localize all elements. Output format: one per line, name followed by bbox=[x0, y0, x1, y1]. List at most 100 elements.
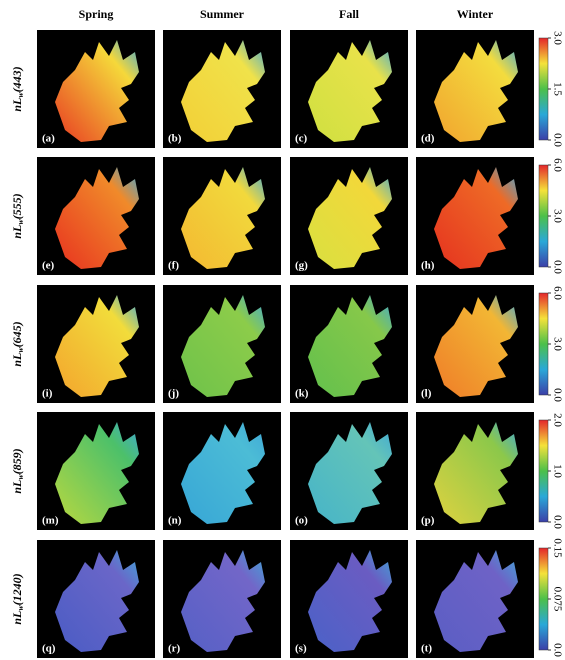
panel-label: (h) bbox=[421, 260, 435, 272]
colorbar bbox=[538, 547, 549, 651]
panel-label: (m) bbox=[42, 515, 59, 527]
panel-label: (e) bbox=[42, 260, 55, 272]
panel-label: (t) bbox=[421, 643, 432, 655]
panel-label: (g) bbox=[295, 260, 308, 272]
row-label-sub: w bbox=[16, 474, 25, 480]
map-panel: (p) bbox=[416, 412, 534, 530]
colorbar-tick-label: 0.0 bbox=[551, 515, 563, 529]
lake-map bbox=[55, 40, 139, 142]
colorbar-tick-label: 0.075 bbox=[551, 587, 563, 612]
row-label-suffix: (1240) bbox=[10, 573, 24, 605]
colorbar-tick-label: 3.0 bbox=[551, 31, 563, 45]
colorbar bbox=[538, 164, 549, 268]
column-header: Winter bbox=[457, 7, 494, 21]
panel-label: (j) bbox=[168, 388, 179, 400]
row-label: nLw(859) bbox=[10, 448, 25, 493]
lake-map bbox=[55, 295, 139, 397]
panel-label: (a) bbox=[42, 133, 55, 145]
row-label-suffix: (443) bbox=[10, 66, 24, 92]
colorbar bbox=[538, 37, 549, 141]
map-panel: (c) bbox=[290, 30, 408, 148]
map-panel: (j) bbox=[163, 285, 281, 403]
map-panel: (q) bbox=[37, 540, 155, 658]
lake-map bbox=[181, 550, 265, 652]
map-panel: (t) bbox=[416, 540, 534, 658]
colorbar bbox=[538, 292, 549, 396]
lake-map bbox=[55, 550, 139, 652]
colorbar-tick-label: 0.0 bbox=[551, 643, 563, 657]
colorbar-tick-label: 0.0 bbox=[551, 133, 563, 147]
row-label-prefix: nL bbox=[10, 225, 24, 239]
map-panel: (r) bbox=[163, 540, 281, 658]
panel-label: (q) bbox=[42, 643, 56, 655]
lake-map bbox=[181, 40, 265, 142]
lake-map bbox=[55, 422, 139, 524]
lake-map bbox=[308, 422, 392, 524]
lake-map bbox=[434, 550, 518, 652]
lake-map bbox=[181, 167, 265, 269]
column-header: Fall bbox=[339, 7, 360, 21]
panel-label: (f) bbox=[168, 260, 179, 272]
row-label-prefix: nL bbox=[10, 611, 24, 625]
row-label-suffix: (859) bbox=[10, 448, 24, 474]
lake-map bbox=[308, 167, 392, 269]
lake-map bbox=[434, 295, 518, 397]
row-label-prefix: nL bbox=[10, 480, 24, 494]
panel-label: (l) bbox=[421, 388, 432, 400]
lake-map bbox=[434, 40, 518, 142]
colorbar-tick-label: 1.5 bbox=[551, 82, 563, 96]
map-panel: (e) bbox=[37, 157, 155, 275]
colorbar-tick-label: 1.0 bbox=[551, 464, 563, 478]
map-panel: (h) bbox=[416, 157, 534, 275]
map-panel: (n) bbox=[163, 412, 281, 530]
row-label: nLw(443) bbox=[10, 66, 25, 111]
lake-map bbox=[308, 40, 392, 142]
lake-map bbox=[181, 295, 265, 397]
panel-label: (c) bbox=[295, 133, 308, 145]
row-label: nLw(645) bbox=[10, 321, 25, 366]
map-panel: (m) bbox=[37, 412, 155, 530]
column-header: Spring bbox=[79, 7, 114, 21]
row-label-suffix: (555) bbox=[10, 193, 24, 219]
panel-label: (s) bbox=[295, 643, 307, 655]
colorbar-tick-label: 0.0 bbox=[551, 260, 563, 274]
colorbar-tick-label: 0.0 bbox=[551, 388, 563, 402]
colorbar-tick-label: 3.0 bbox=[551, 209, 563, 223]
colorbar-tick-label: 6.0 bbox=[551, 158, 563, 172]
panel-label: (b) bbox=[168, 133, 182, 145]
map-panel: (b) bbox=[163, 30, 281, 148]
colorbar-tick-label: 0.15 bbox=[551, 538, 563, 558]
lake-map bbox=[308, 550, 392, 652]
row-label-sub: w bbox=[16, 92, 25, 98]
map-panel: (a) bbox=[37, 30, 155, 148]
colorbar-tick-label: 2.0 bbox=[551, 413, 563, 427]
lake-map bbox=[434, 422, 518, 524]
map-panel: (i) bbox=[37, 285, 155, 403]
map-panel: (s) bbox=[290, 540, 408, 658]
panel-label: (o) bbox=[295, 515, 308, 527]
row-label-sub: w bbox=[16, 347, 25, 353]
panel-label: (k) bbox=[295, 388, 309, 400]
map-panel: (k) bbox=[290, 285, 408, 403]
column-header: Summer bbox=[200, 7, 245, 21]
panel-label: (r) bbox=[168, 643, 181, 655]
panel-label: (i) bbox=[42, 388, 53, 400]
row-label-prefix: nL bbox=[10, 98, 24, 112]
row-label-suffix: (645) bbox=[10, 321, 24, 347]
panel-label: (p) bbox=[421, 515, 435, 527]
map-panel: (l) bbox=[416, 285, 534, 403]
row-label-sub: w bbox=[16, 219, 25, 225]
row-label-prefix: nL bbox=[10, 353, 24, 367]
panel-label: (n) bbox=[168, 515, 182, 527]
panel-label: (d) bbox=[421, 133, 435, 145]
map-panel: (d) bbox=[416, 30, 534, 148]
lake-map bbox=[434, 167, 518, 269]
colorbar bbox=[538, 419, 549, 523]
row-label: nLw(555) bbox=[10, 193, 25, 238]
map-panel: (o) bbox=[290, 412, 408, 530]
map-panel: (g) bbox=[290, 157, 408, 275]
row-label-sub: w bbox=[16, 605, 25, 611]
lake-map bbox=[55, 167, 139, 269]
colorbar-tick-label: 6.0 bbox=[551, 286, 563, 300]
